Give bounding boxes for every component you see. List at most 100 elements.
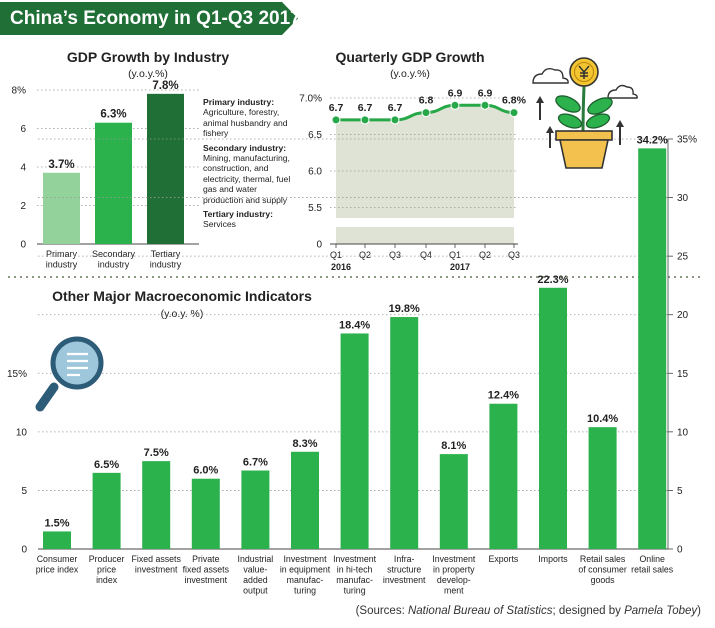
- gdp-industry-ytick: 0: [20, 240, 26, 251]
- macro-ytick-right: 0: [677, 545, 683, 556]
- macro-category-label: manufac-: [336, 575, 373, 585]
- legend-secondary-term: Secondary industry:: [203, 142, 287, 153]
- legend-secondary-desc: Mining, manufacturing, construction, and…: [203, 153, 291, 205]
- macro-category-label: Industrial: [238, 554, 274, 564]
- legend-primary-desc: Agriculture, forestry, animal husbandry …: [203, 107, 288, 139]
- quarterly-gdp-xtick: Q4: [420, 250, 432, 260]
- up-arrow-icon: [546, 126, 554, 148]
- macro-category-label: Infra-: [394, 554, 415, 564]
- quarterly-gdp-point: [360, 115, 370, 125]
- quarterly-gdp-year-label: 2017: [450, 262, 470, 272]
- macro-category-label: turing: [344, 586, 366, 596]
- macro-value-label: 22.3%: [537, 274, 568, 286]
- legend-primary-term: Primary industry:: [203, 97, 275, 107]
- macro-category-label: Fixed assets: [132, 554, 182, 564]
- gdp-industry-category-label: industry: [46, 260, 78, 270]
- magnifier-icon: [35, 336, 104, 412]
- macro-ytick-right: 5: [677, 486, 683, 497]
- quarterly-gdp-value-label: 6.8%: [502, 95, 527, 107]
- gdp-industry-ytick: 8%: [12, 86, 27, 97]
- macro-bar: [638, 148, 667, 549]
- quarterly-gdp-xtick: Q2: [359, 250, 371, 260]
- plant-stem: [581, 85, 586, 134]
- macro-category-label: of consumer: [578, 565, 626, 575]
- quarterly-gdp-xtick: Q1: [449, 250, 461, 260]
- macro-ytick-right: 30: [677, 193, 689, 204]
- quarterly-gdp-subtitle: (y.o.y.%): [390, 68, 430, 80]
- quarterly-gdp-point: [450, 100, 460, 110]
- plant-leaf: [557, 113, 583, 129]
- macro-bar: [539, 287, 567, 549]
- gdp-industry-bar: [43, 172, 80, 244]
- macro-bar: [340, 333, 369, 549]
- quarterly-gdp-value-label: 6.9: [448, 87, 463, 99]
- macro-category-label: retail sales: [631, 565, 674, 575]
- up-arrow-icon: [536, 96, 544, 120]
- gdp-industry-category-label: industry: [98, 260, 130, 270]
- macro-category-label: Investment: [283, 554, 327, 564]
- macro-value-label: 8.3%: [292, 438, 317, 450]
- quarterly-gdp-point: [509, 108, 519, 118]
- gdp-industry-category-label: industry: [150, 260, 182, 270]
- macro-bar: [43, 531, 71, 549]
- macro-value-label: 10.4%: [587, 413, 618, 425]
- macro-category-label: in property: [433, 565, 475, 575]
- macro-category-label: manufac-: [287, 575, 324, 585]
- macro-value-label: 6.0%: [193, 465, 218, 477]
- macro-category-label: structure: [387, 565, 421, 575]
- macro-category-label: in hi-tech: [337, 565, 373, 575]
- gdp-industry-category-label: Primary: [46, 249, 77, 259]
- gdp-industry-bar: [147, 93, 184, 244]
- quarterly-gdp-ytick: 6.5: [308, 130, 322, 141]
- macro-value-label: 6.7%: [243, 457, 268, 469]
- quarterly-gdp-ytick: 7.0%: [299, 94, 322, 105]
- quarterly-gdp-xtick: Q2: [479, 250, 491, 260]
- quarterly-gdp-ytick: 6.0: [308, 167, 322, 178]
- macro-ytick-left: 15%: [7, 369, 27, 380]
- macro-category-label: turing: [294, 586, 316, 596]
- quarterly-gdp-title: Quarterly GDP Growth: [335, 49, 484, 65]
- macro-category-label: investment: [383, 575, 426, 585]
- legend-tertiary-term: Tertiary industry:: [203, 209, 274, 220]
- gdp-industry-title: GDP Growth by Industry: [67, 49, 230, 65]
- coin-rim: [574, 62, 594, 82]
- macro-ytick-right: 25: [677, 252, 689, 263]
- up-arrow-icon: [616, 120, 624, 145]
- macro-category-label: Investment: [333, 554, 377, 564]
- cloud-shape: [607, 84, 638, 99]
- macro-category-label: Retail sales: [580, 554, 626, 564]
- quarterly-gdp-ytick: 5.5: [308, 203, 322, 214]
- quarterly-gdp-value-label: 6.9: [478, 87, 493, 99]
- macro-value-label: 7.5%: [144, 447, 169, 459]
- quarterly-gdp-value-label: 6.7: [388, 102, 403, 114]
- gdp-industry-value-label: 7.8%: [152, 80, 178, 92]
- gdp-industry-subtitle: (y.o.y.%): [128, 68, 168, 80]
- macro-value-label: 18.4%: [339, 319, 370, 331]
- macro-category-label: Private: [192, 554, 219, 564]
- gdp-industry-category-label: Tertiary: [151, 249, 181, 259]
- cloud-icon: [532, 67, 569, 84]
- cloud-shape: [532, 67, 569, 84]
- macro-value-label: 12.4%: [488, 390, 519, 402]
- quarterly-gdp-point: [331, 115, 341, 125]
- macro-category-label: Online: [639, 554, 665, 564]
- sources-designer: Pamela Tobey: [624, 605, 698, 617]
- macro-category-label: develop-: [437, 575, 471, 585]
- plant-leaf: [587, 97, 613, 115]
- quarterly-gdp-ytick: 0: [316, 240, 322, 251]
- gdp-industry-value-label: 3.7%: [48, 159, 74, 171]
- macro-bar: [142, 461, 171, 549]
- macro-bar: [439, 454, 468, 549]
- macro-category-label: price: [97, 565, 116, 575]
- macro-category-label: index: [96, 575, 118, 585]
- cloud-icon: [607, 84, 638, 99]
- macro-category-label: Producer: [89, 554, 125, 564]
- arrow-head: [616, 120, 624, 127]
- macro-category-label: added: [243, 575, 268, 585]
- macro-category-label: Imports: [538, 554, 568, 564]
- industry-legend: Primary industry: Agriculture, forestry,…: [203, 97, 295, 234]
- gdp-industry-value-label: 6.3%: [100, 109, 126, 121]
- macro-bar: [191, 478, 220, 549]
- macro-title: Other Major Macroeconomic Indicators: [52, 288, 312, 304]
- gdp-industry-bar: [95, 122, 132, 244]
